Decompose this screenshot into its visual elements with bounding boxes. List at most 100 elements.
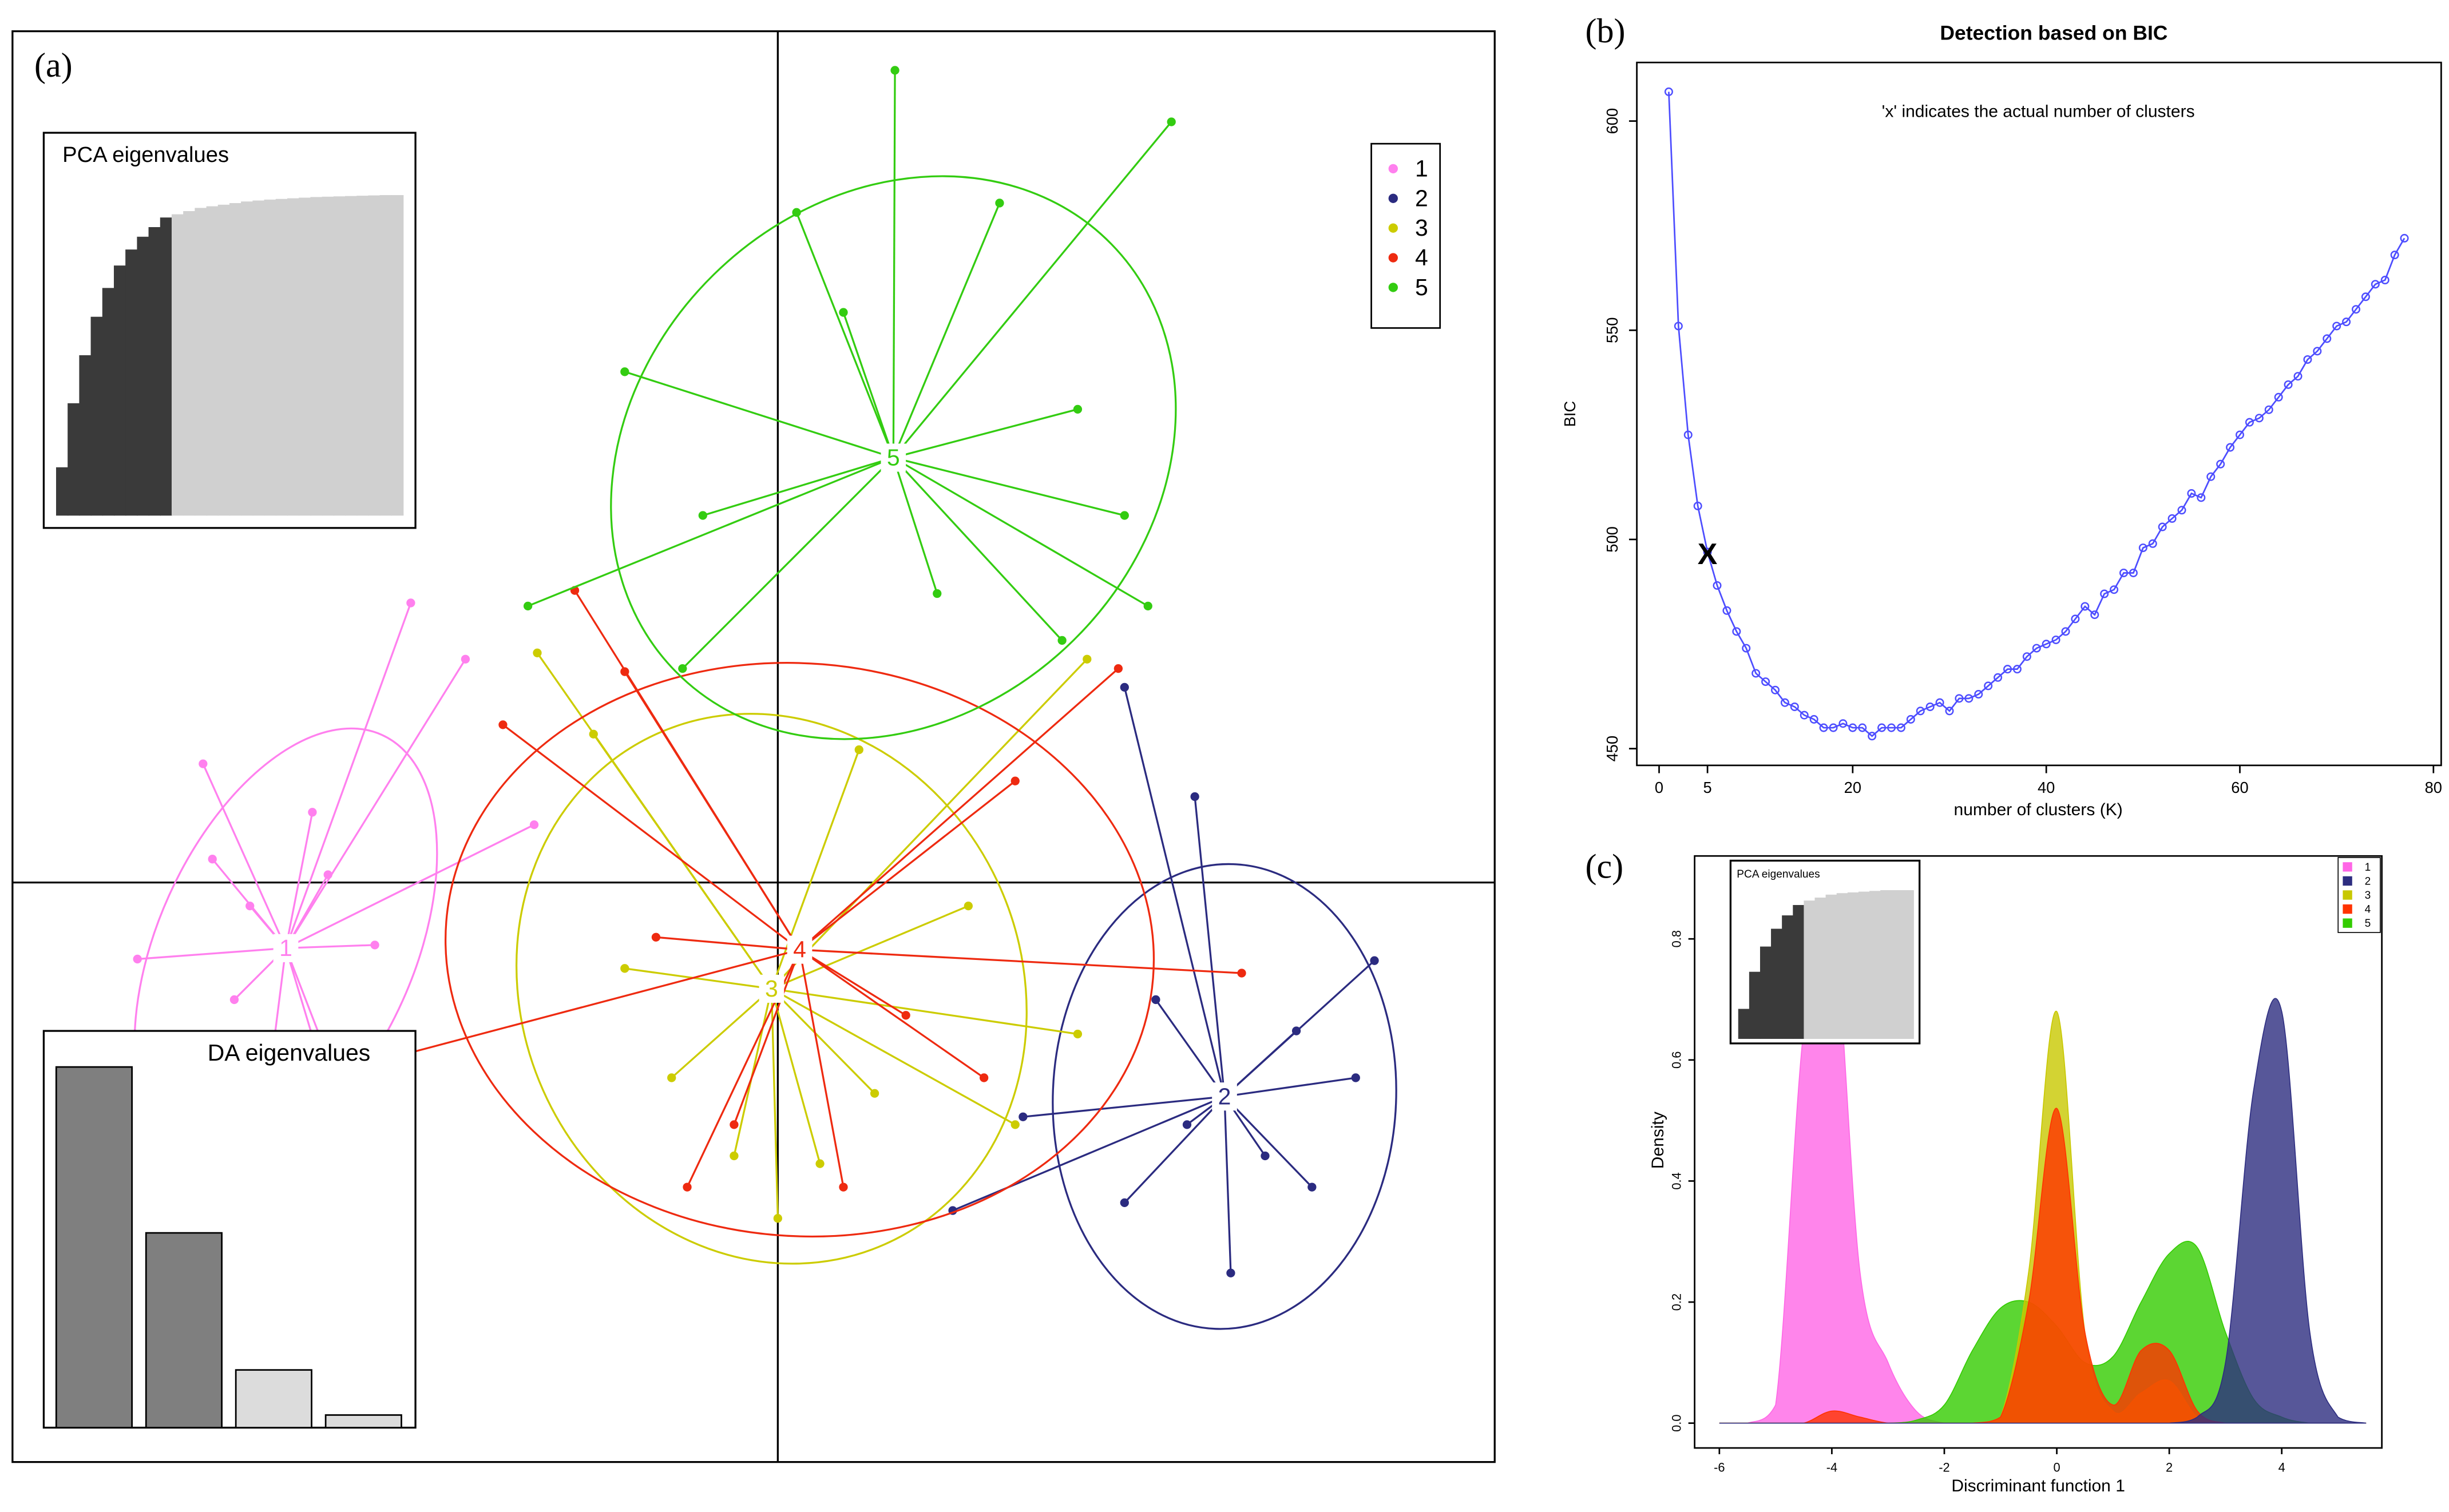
eigen-bar: [1749, 971, 1761, 1039]
bic-point: [1780, 698, 1789, 707]
centroid-label: 5: [887, 445, 900, 471]
centroid-label: 3: [765, 975, 778, 1002]
point: [815, 1159, 825, 1168]
legend-label: 4: [1415, 244, 1428, 271]
bic-point: [2177, 506, 2186, 515]
eigen-bar: [145, 1232, 223, 1428]
point: [461, 654, 470, 664]
star-segment: [770, 989, 779, 1219]
star-segment: [286, 944, 375, 949]
star-segment: [893, 408, 1078, 459]
x-axis-label: Discriminant function 1: [1951, 1477, 2125, 1495]
cluster-ellipse: [610, 175, 1177, 740]
point: [1120, 1198, 1129, 1208]
eigen-bar: [235, 1369, 312, 1428]
point: [1190, 792, 1199, 801]
point: [1226, 1268, 1235, 1277]
point: [667, 1073, 676, 1082]
point: [1151, 995, 1160, 1005]
point: [730, 1120, 739, 1129]
star-segment: [671, 988, 772, 1079]
plot-frame: [11, 30, 1496, 1463]
inset-title: PCA eigenvalues: [1737, 868, 1820, 880]
bic-point: [2274, 392, 2283, 402]
bic-point: [1693, 501, 1702, 510]
star-segment: [892, 70, 896, 458]
star-segment: [1224, 1077, 1356, 1098]
bic-point: [1800, 711, 1809, 720]
bic-point: [1713, 581, 1722, 590]
x-tick-label: 5: [1703, 779, 1712, 796]
eigen-bar: [206, 206, 219, 516]
bic-point: [2051, 635, 2060, 644]
legend-label: 5: [1415, 274, 1428, 300]
star-segment: [893, 457, 1149, 607]
bic-point: [1945, 707, 1954, 716]
eigen-bar: [1760, 946, 1772, 1039]
star-segment: [681, 457, 894, 669]
eigen-bar: [1771, 928, 1783, 1039]
point: [1182, 1120, 1192, 1129]
bic-point: [1732, 627, 1741, 636]
bic-point: [2264, 405, 2273, 414]
bic-point: [2100, 589, 2109, 598]
point: [651, 932, 661, 942]
point: [620, 367, 629, 376]
eigen-bar: [229, 203, 242, 516]
density-area: [1719, 998, 2367, 1424]
legend-swatch: [1388, 253, 1398, 263]
star-segment: [502, 724, 801, 951]
eigen-bar: [137, 236, 149, 516]
bic-point: [1838, 719, 1848, 728]
star-segment: [527, 457, 894, 607]
bic-point: [1790, 702, 1799, 712]
legend-swatch: [2343, 904, 2352, 914]
eigen-bar: [90, 316, 104, 516]
eigen-bar: [1738, 1009, 1750, 1039]
eigen-bar: [1880, 890, 1892, 1039]
panel-label: (b): [1586, 11, 1626, 50]
bic-point: [2313, 347, 2322, 356]
centroid-box: [1212, 1082, 1237, 1111]
point: [839, 308, 848, 317]
point: [1120, 682, 1129, 692]
point: [1010, 776, 1020, 785]
legend-label: 2: [2365, 875, 2371, 887]
eigen-bar: [1869, 891, 1881, 1039]
star-segment: [771, 987, 1016, 1126]
point: [792, 208, 801, 217]
star-segment: [1124, 1096, 1226, 1204]
centroid-box: [881, 443, 906, 472]
y-tick-label: 500: [1603, 526, 1621, 553]
y-tick-label: 0.2: [1669, 1293, 1683, 1311]
point: [406, 598, 415, 608]
eigen-bar: [217, 204, 231, 516]
eigen-bar: [113, 265, 126, 516]
eigen-bar: [171, 214, 184, 516]
star-segment: [1023, 1096, 1225, 1118]
bic-point: [2245, 418, 2254, 427]
bic-point: [1974, 690, 1983, 699]
legend-swatch: [1388, 223, 1398, 233]
bic-point: [2197, 493, 2206, 502]
point: [199, 759, 208, 768]
point: [1010, 1120, 1020, 1129]
point: [870, 1089, 879, 1098]
point: [995, 199, 1004, 208]
star-segment: [137, 947, 286, 961]
eigen-bar: [264, 199, 277, 516]
point: [1167, 117, 1176, 126]
point: [1083, 654, 1092, 664]
legend-label: 4: [2365, 903, 2371, 915]
point: [678, 664, 687, 673]
bic-point: [2022, 652, 2031, 661]
point: [854, 745, 863, 755]
legend-swatch: [2343, 876, 2352, 886]
legend-label: 3: [2365, 890, 2371, 902]
bic-point: [2206, 472, 2216, 481]
eigen-bar: [241, 201, 253, 516]
centroid-box: [273, 934, 299, 962]
eigen-bar: [1793, 904, 1805, 1039]
x-tick-label: 0: [1655, 779, 1663, 796]
eigen-bar: [1902, 890, 1914, 1039]
